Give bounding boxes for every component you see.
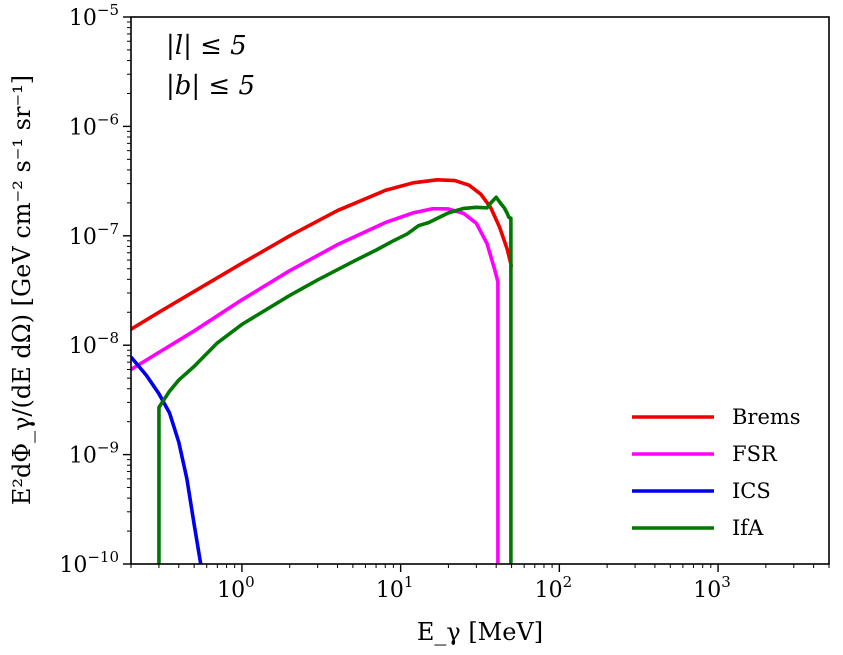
x-tick-label: 103 [693, 573, 731, 603]
series-group [131, 178, 514, 564]
x-tick-label: 101 [376, 573, 414, 603]
series-line-ifa [157, 195, 513, 564]
plot-frame [130, 16, 830, 565]
annotation-b: |b| ≤ 5 [166, 71, 255, 101]
y-tick-label: 10−6 [69, 110, 119, 140]
legend-label-fsr: FSR [732, 442, 778, 466]
series-line-brems [131, 178, 514, 331]
x-tick-label: 102 [535, 573, 573, 603]
series-line-fsr [131, 206, 500, 564]
y-axis-label: E²dΦ_γ/(dE dΩ) [GeV cm⁻² s⁻¹ sr⁻¹] [8, 75, 36, 505]
y-tick-label: 10−8 [69, 329, 119, 359]
minor-ticks [127, 21, 830, 568]
y-tick-label: 10−10 [59, 548, 119, 578]
series-line-ics [131, 355, 203, 564]
x-axis-label: E_γ [MeV] [417, 618, 543, 646]
legend-label-brems: Brems [732, 405, 801, 429]
x-tick-label: 100 [217, 573, 255, 603]
y-tick-label: 10−5 [69, 1, 119, 31]
annotation-l: |l| ≤ 5 [166, 31, 247, 61]
y-tick-label: 10−9 [69, 439, 119, 469]
legend-label-ifa: IfA [732, 516, 764, 540]
y-tick-label: 10−7 [69, 220, 119, 250]
x-ticks: 100 101 102 103 [217, 564, 731, 603]
legend-label-ics: ICS [732, 479, 771, 503]
legend: Brems FSR ICS IfA [632, 405, 801, 540]
y-ticks: 10−10 10−9 10−8 10−7 10−6 10−5 [59, 1, 131, 578]
plot-area [131, 17, 829, 564]
